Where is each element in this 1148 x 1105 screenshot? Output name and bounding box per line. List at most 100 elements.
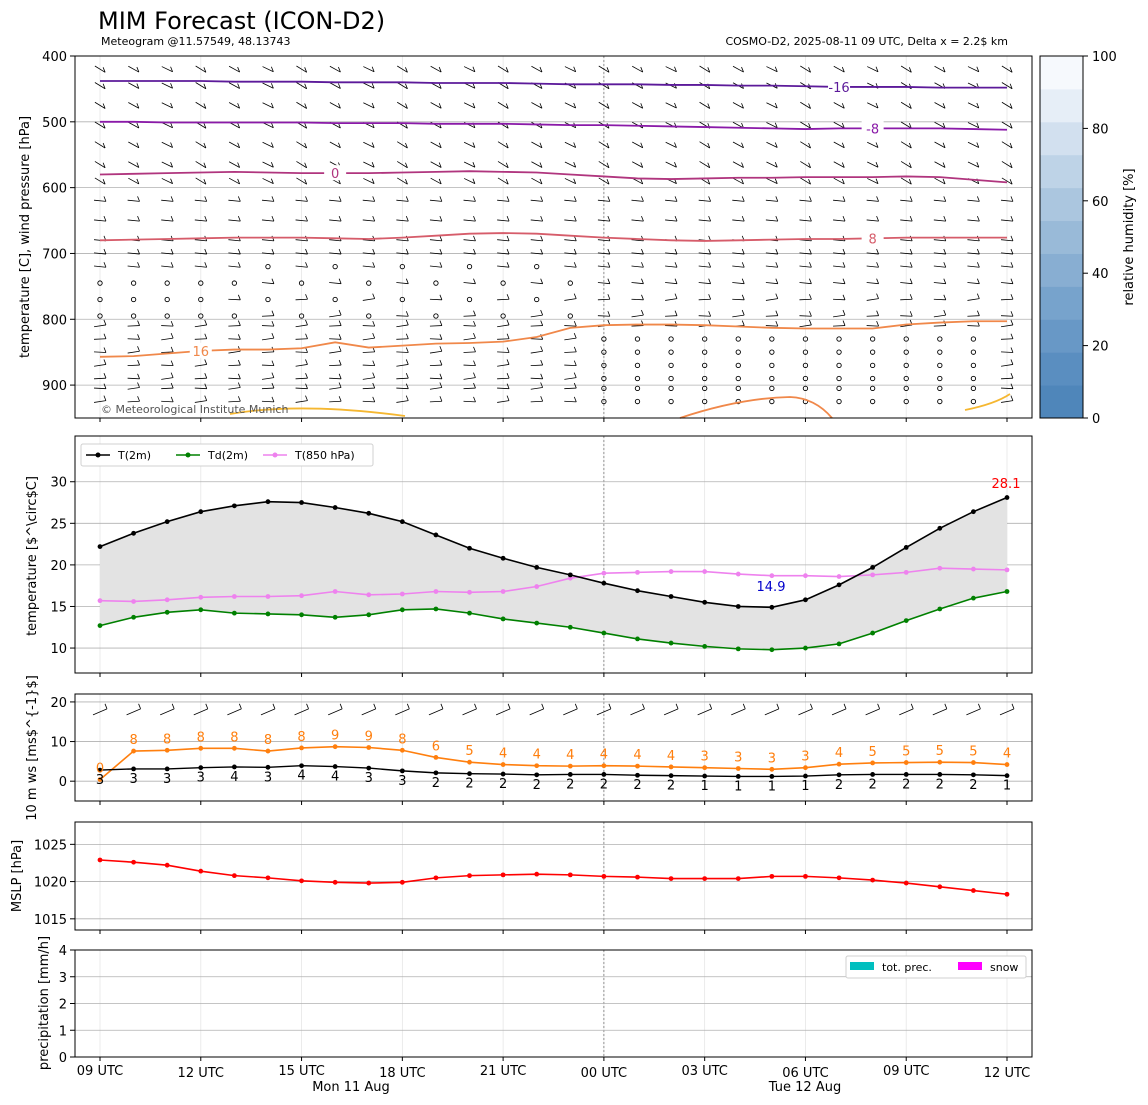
- wind-barb: [967, 298, 980, 301]
- isotherm-24-segment: [229, 407, 406, 417]
- wind-barb: [766, 122, 778, 129]
- wind-barb-flag: [372, 396, 376, 402]
- wind-barb-flag: [708, 215, 712, 222]
- wind-barb-flag: [170, 396, 174, 402]
- t2m-line-point: [366, 510, 372, 516]
- wind-barb-flag: [102, 83, 106, 89]
- wind-barb: [530, 239, 543, 242]
- temperature-legend: T(2m) Td(2m) T(850 hPa): [80, 443, 374, 467]
- calm-wind-marker: [601, 362, 607, 368]
- wind-barb-flag: [136, 178, 140, 185]
- wind-barb: [295, 387, 308, 390]
- wind-barb: [900, 252, 913, 255]
- wind-barb-flag: [875, 66, 879, 72]
- wind-barb-flag: [137, 334, 140, 340]
- wind-barb: [228, 199, 241, 202]
- wind-barb: [161, 265, 174, 268]
- calm-wind-marker: [668, 375, 674, 382]
- td2m-line-point: [1004, 589, 1010, 594]
- wind-barb-flag: [137, 373, 140, 379]
- colorbar-band: [1040, 319, 1083, 353]
- wind-barb: [833, 325, 846, 327]
- wind-barb: [631, 265, 644, 268]
- ytick-label: 600: [42, 182, 67, 197]
- wind-barb: [463, 252, 476, 255]
- wind-barb: [161, 82, 173, 89]
- wind-barb-flag: [809, 319, 812, 326]
- wind-barb-flag: [405, 359, 409, 365]
- t850-line-point: [870, 572, 876, 578]
- wind-barb-flag: [102, 123, 106, 129]
- wind-barb: [564, 199, 577, 202]
- wind-barb: [900, 239, 913, 242]
- wind-barb-flag: [237, 396, 241, 402]
- wind-barb: [161, 377, 174, 380]
- mslp-line-point: [735, 876, 741, 882]
- wind-barb-flag: [573, 346, 577, 353]
- wind-barb-flag: [137, 320, 140, 326]
- calm-wind-marker: [130, 313, 137, 319]
- calm-wind-marker: [433, 313, 439, 319]
- wind-barb: [429, 239, 442, 242]
- wind-barb-flag: [640, 142, 644, 148]
- wind-barb: [429, 400, 442, 403]
- mslp-line-point: [971, 888, 976, 893]
- windspeed-value-label: 3: [398, 774, 406, 789]
- wind-barb-flag: [305, 395, 308, 401]
- time-tick-label: 21 UTC: [480, 1064, 526, 1079]
- wind-barb: [497, 387, 510, 390]
- wind-barb-flag: [741, 66, 744, 73]
- wind-barb: [463, 325, 476, 327]
- wind-barb: [161, 364, 174, 367]
- wind-barb-flag: [473, 278, 476, 284]
- wind-barb-10m: [966, 708, 981, 716]
- ytick-label: 800: [42, 313, 67, 328]
- colorbar-band: [1040, 88, 1083, 123]
- mslp-line-point: [937, 884, 943, 890]
- t850-line-point: [198, 594, 204, 600]
- ytick-label: 1025: [34, 838, 67, 853]
- wind-barb: [296, 161, 307, 169]
- wind-barb-flag: [136, 66, 140, 73]
- wind-barb-flag: [439, 196, 443, 202]
- wind-barb: [93, 219, 107, 222]
- calm-wind-marker: [970, 349, 977, 355]
- wind-barb-flag: [438, 142, 442, 148]
- wind-barb-flag: [908, 123, 912, 129]
- wind-barb-10m: [899, 708, 914, 716]
- wind-barb-flag: [405, 311, 409, 317]
- wind-barb: [295, 338, 308, 340]
- wind-barb: [296, 177, 307, 185]
- wind-barb-flag: [809, 311, 812, 317]
- gust-value-label: 5: [936, 744, 944, 759]
- wind-barb-flag: [841, 142, 845, 148]
- wind-barb-flag: [808, 179, 811, 185]
- wind-barb-flag: [942, 142, 946, 148]
- wind-barb-flag: [607, 294, 611, 300]
- wind-barb: [363, 82, 375, 89]
- t2m-line-point: [467, 545, 472, 551]
- wind-barb-flag: [976, 66, 980, 72]
- t2m-line-point: [567, 572, 573, 578]
- wind-barb: [564, 364, 577, 367]
- dewpoint-spread-area: [100, 497, 1007, 650]
- wind-barb-flag: [674, 142, 677, 148]
- wind-barb-flag: [237, 83, 241, 89]
- wind-barb: [564, 377, 577, 380]
- wind-barb: [564, 325, 577, 327]
- wind-barb: [262, 141, 274, 148]
- wind-barb: [463, 315, 476, 317]
- wind-barb-flag: [943, 262, 947, 268]
- wind-barb-flag: [505, 67, 509, 73]
- wind-barb: [564, 239, 577, 242]
- calm-wind-marker: [231, 280, 238, 286]
- colorbar-band: [1040, 286, 1083, 320]
- wind-barb-flag: [170, 102, 173, 109]
- mslp-line-point: [97, 857, 103, 863]
- wind-barb: [530, 314, 543, 318]
- gust-value-label: 8: [264, 733, 272, 748]
- wind-barb: [530, 219, 543, 222]
- wind-barb: [699, 101, 710, 109]
- wind-barb-flag: [102, 179, 106, 185]
- wind-barb: [194, 364, 207, 367]
